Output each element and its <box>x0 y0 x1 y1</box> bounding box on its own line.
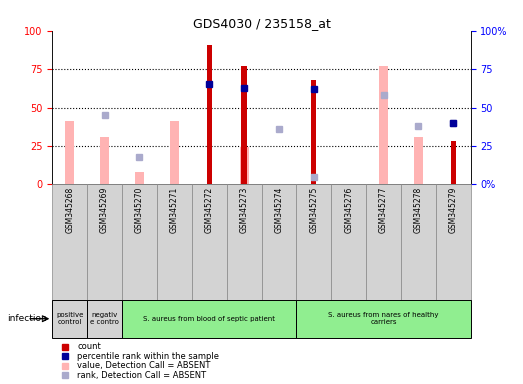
Bar <box>192 184 226 300</box>
Text: GSM345273: GSM345273 <box>240 187 248 233</box>
Text: GSM345279: GSM345279 <box>449 187 458 233</box>
Bar <box>242 66 247 184</box>
Bar <box>135 172 144 184</box>
Text: value, Detection Call = ABSENT: value, Detection Call = ABSENT <box>77 361 211 370</box>
Bar <box>240 147 248 184</box>
Bar <box>366 184 401 300</box>
Bar <box>100 137 109 184</box>
Bar <box>207 45 212 184</box>
Text: GSM345268: GSM345268 <box>65 187 74 233</box>
Bar <box>87 184 122 300</box>
Text: GSM345270: GSM345270 <box>135 187 144 233</box>
Text: GSM345272: GSM345272 <box>204 187 214 233</box>
Bar <box>122 300 297 338</box>
Text: GSM345271: GSM345271 <box>170 187 179 233</box>
Text: rank, Detection Call = ABSENT: rank, Detection Call = ABSENT <box>77 371 207 380</box>
Bar <box>122 184 157 300</box>
Bar <box>436 184 471 300</box>
Text: infection: infection <box>7 314 47 323</box>
Text: GSM345278: GSM345278 <box>414 187 423 233</box>
Bar <box>451 141 456 184</box>
Text: S. aureus from blood of septic patient: S. aureus from blood of septic patient <box>143 316 275 322</box>
Bar <box>226 184 262 300</box>
Text: positive
control: positive control <box>56 312 84 325</box>
Bar <box>414 137 423 184</box>
Bar <box>52 300 87 338</box>
Bar <box>157 184 192 300</box>
Bar <box>65 121 74 184</box>
Bar <box>331 184 366 300</box>
Text: count: count <box>77 342 101 351</box>
Text: S. aureus from nares of healthy
carriers: S. aureus from nares of healthy carriers <box>328 312 439 325</box>
Bar <box>262 184 297 300</box>
Bar <box>297 184 331 300</box>
Bar <box>87 300 122 338</box>
Bar <box>379 66 388 184</box>
Text: percentile rank within the sample: percentile rank within the sample <box>77 352 220 361</box>
Bar <box>297 300 471 338</box>
Text: GSM345269: GSM345269 <box>100 187 109 233</box>
Bar <box>311 80 316 184</box>
Bar <box>52 184 87 300</box>
Text: GSM345274: GSM345274 <box>275 187 283 233</box>
Text: GSM345277: GSM345277 <box>379 187 388 233</box>
Title: GDS4030 / 235158_at: GDS4030 / 235158_at <box>192 17 331 30</box>
Text: negativ
e contro: negativ e contro <box>90 312 119 325</box>
Text: GSM345276: GSM345276 <box>344 187 353 233</box>
Bar <box>170 121 179 184</box>
Text: GSM345275: GSM345275 <box>309 187 319 233</box>
Bar <box>401 184 436 300</box>
